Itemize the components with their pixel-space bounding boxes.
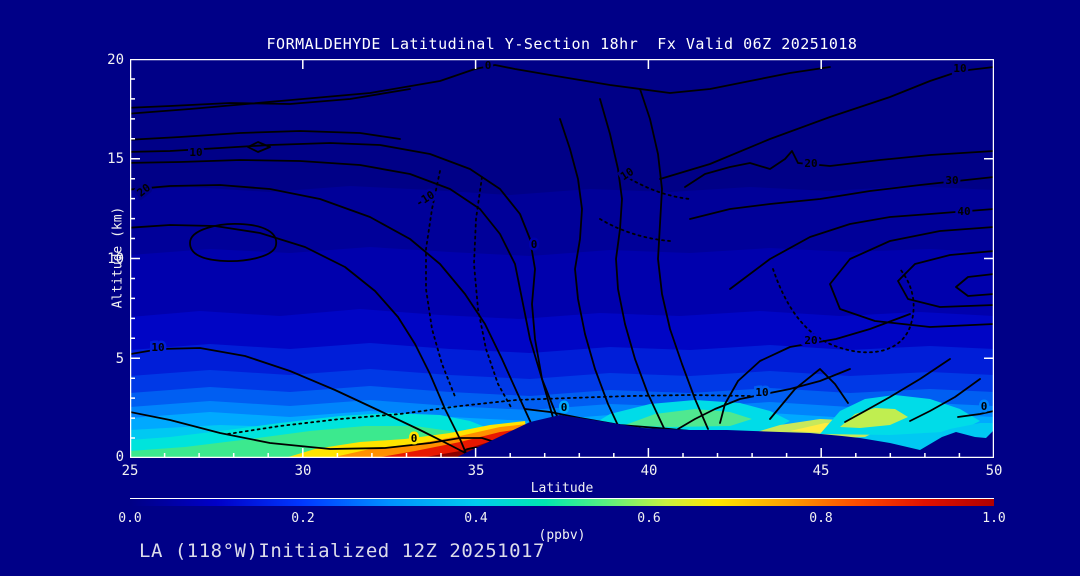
wind-contour-upper-left-2 — [130, 130, 401, 141]
x-tick-label: 50 — [985, 463, 1003, 479]
colorbar-tick-label: 0.0 — [118, 511, 142, 526]
y-tick-label: 15 — [107, 151, 124, 167]
wind-contour-30-right — [689, 176, 994, 220]
wind-contour-mid-sweep — [130, 159, 581, 458]
wind-contour-mid-vertical-3 — [639, 88, 709, 430]
wind-contour-0-rightedge — [957, 410, 994, 418]
colorbar — [130, 498, 994, 506]
wind-contour-upper-left — [130, 88, 411, 109]
y-tick-label: 20 — [107, 52, 124, 68]
x-tick-label: 30 — [294, 463, 312, 479]
wind-contour-small-loop — [247, 141, 271, 153]
y-tick-label: 10 — [107, 251, 124, 267]
contour-label: 10 — [755, 386, 768, 399]
contour-label: 20 — [804, 334, 817, 347]
wind-contour-neg-dotted-2 — [473, 176, 513, 410]
x-tick-label: 45 — [812, 463, 830, 479]
wind-contour-10-bottomleft — [130, 347, 476, 458]
contour-label: 10 — [151, 341, 164, 354]
wind-contour-jet-arc-1 — [829, 226, 994, 328]
wind-contour-20-left — [130, 184, 549, 458]
x-tick-label: 40 — [640, 463, 658, 479]
plot-title: FORMALDEHYDE Latitudinal Y-Section 18hr … — [266, 35, 858, 53]
colorbar-tick-label: 0.4 — [464, 511, 488, 526]
contour-label: 30 — [945, 174, 958, 187]
contour-label: 0 — [561, 401, 568, 414]
wind-contour-descending-3 — [844, 358, 951, 423]
wind-contour-20-right — [684, 150, 994, 188]
wind-contour-mid-vertical-1 — [559, 118, 634, 458]
right-spot-core — [840, 408, 908, 428]
wind-contour-neg10-dotted-1 — [425, 170, 457, 400]
wind-contour-neg-dotted-surface — [227, 394, 751, 435]
wind-contour-10-topright — [659, 66, 994, 180]
wind-contour-mid-vertical-2 — [599, 98, 675, 450]
wind-contour-0-surface — [130, 411, 499, 450]
wind-contour-0-top — [130, 64, 831, 115]
x-axis-title: Latitude — [530, 481, 594, 496]
x-tick-label: 35 — [467, 463, 485, 479]
wind-contour-jet-arc-3 — [955, 273, 994, 297]
contour-label: 20 — [804, 157, 817, 170]
y-axis-title: Altitude (km) — [110, 206, 126, 309]
colorbar-tick-label: 0.6 — [637, 511, 661, 526]
colorbar-tick-label: 1.0 — [982, 511, 1006, 526]
wind-contour-20-descending — [719, 313, 911, 424]
wind-contour-descending-4 — [909, 378, 981, 422]
contour-label: 40 — [957, 205, 970, 218]
cross-section-canvas: 0 10 10 20 -10 10 0 20 30 40 10 20 10 0 … — [129, 58, 995, 459]
x-tick-label: 25 — [121, 463, 139, 479]
colorbar-tick-label: 0.8 — [809, 511, 833, 526]
wind-contour-jet-arc-2 — [897, 250, 994, 308]
terrain-mask — [455, 415, 994, 458]
y-tick-label: 5 — [115, 351, 124, 367]
cross-section-plot: 0 10 10 20 -10 10 0 20 30 40 10 20 10 0 … — [129, 58, 995, 459]
y-tick-label: 0 — [115, 449, 124, 465]
colorbar-unit-label: (ppbv) — [538, 528, 586, 543]
contour-label: 10 — [953, 62, 966, 75]
contour-label: 0 — [485, 59, 492, 72]
wind-contour-neg-dotted-right — [772, 268, 915, 354]
init-info-text: LA (118°W)Initialized 12Z 20251017 — [139, 540, 545, 562]
contour-label: 0 — [411, 432, 418, 445]
wind-contour-10-descending — [677, 368, 851, 430]
wind-contour-40-right — [729, 208, 994, 290]
wind-contour-left-eddy — [189, 223, 277, 262]
contour-label: 0 — [981, 400, 988, 413]
contour-label: 10 — [189, 146, 202, 159]
contour-label: 0 — [531, 238, 538, 251]
wind-contour-spot-boundary — [769, 368, 849, 420]
wind-contour-neg-dotted-3 — [599, 178, 691, 242]
colorbar-tick-label: 0.2 — [291, 511, 315, 526]
